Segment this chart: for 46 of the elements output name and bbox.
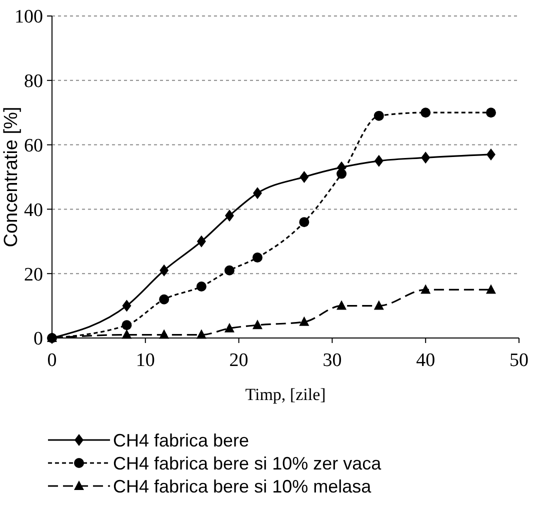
point (374, 110, 384, 121)
y-axis-title: Concentratie [%] (1, 106, 22, 248)
point (299, 217, 310, 228)
point (420, 284, 431, 294)
point (196, 329, 206, 339)
point (252, 320, 262, 330)
y-tick-label: 40 (24, 200, 43, 221)
x-tick-label: 40 (416, 350, 436, 371)
point (122, 329, 132, 339)
point (224, 210, 234, 222)
y-tick-label: 60 (24, 135, 43, 156)
point (224, 322, 234, 332)
legend-label: CH4 fabrica bere si 10% zer vaca (113, 453, 382, 474)
point (486, 108, 496, 118)
legend-label: CH4 fabrica bere si 10% melasa (113, 476, 372, 496)
point (122, 300, 132, 312)
point (336, 300, 347, 310)
point (159, 294, 170, 304)
point (486, 148, 496, 160)
x-tick-label: 20 (229, 350, 248, 371)
x-axis-title: Timp, [zile] (245, 385, 326, 404)
point (224, 265, 234, 276)
point (122, 320, 132, 330)
point (159, 329, 170, 339)
y-tick-label: 100 (14, 6, 43, 28)
point (336, 168, 347, 179)
y-tick-label: 0 (34, 328, 43, 350)
point (421, 152, 430, 164)
x-tick-label: 0 (47, 350, 57, 371)
point (486, 284, 496, 294)
point (374, 154, 384, 167)
point (420, 108, 431, 118)
x-tick-label: 10 (136, 350, 155, 371)
legend-label: CH4 fabrica bere (113, 430, 250, 450)
x-tick-label: 50 (510, 350, 528, 371)
point (252, 187, 262, 200)
x-tick-label: 30 (322, 350, 342, 371)
point (196, 281, 206, 292)
point (196, 235, 206, 248)
y-tick-label: 80 (24, 71, 43, 92)
point (299, 316, 310, 326)
y-tick-label: 20 (24, 264, 43, 286)
point (160, 264, 169, 276)
point (374, 300, 384, 310)
point (252, 252, 262, 262)
point (300, 171, 309, 183)
